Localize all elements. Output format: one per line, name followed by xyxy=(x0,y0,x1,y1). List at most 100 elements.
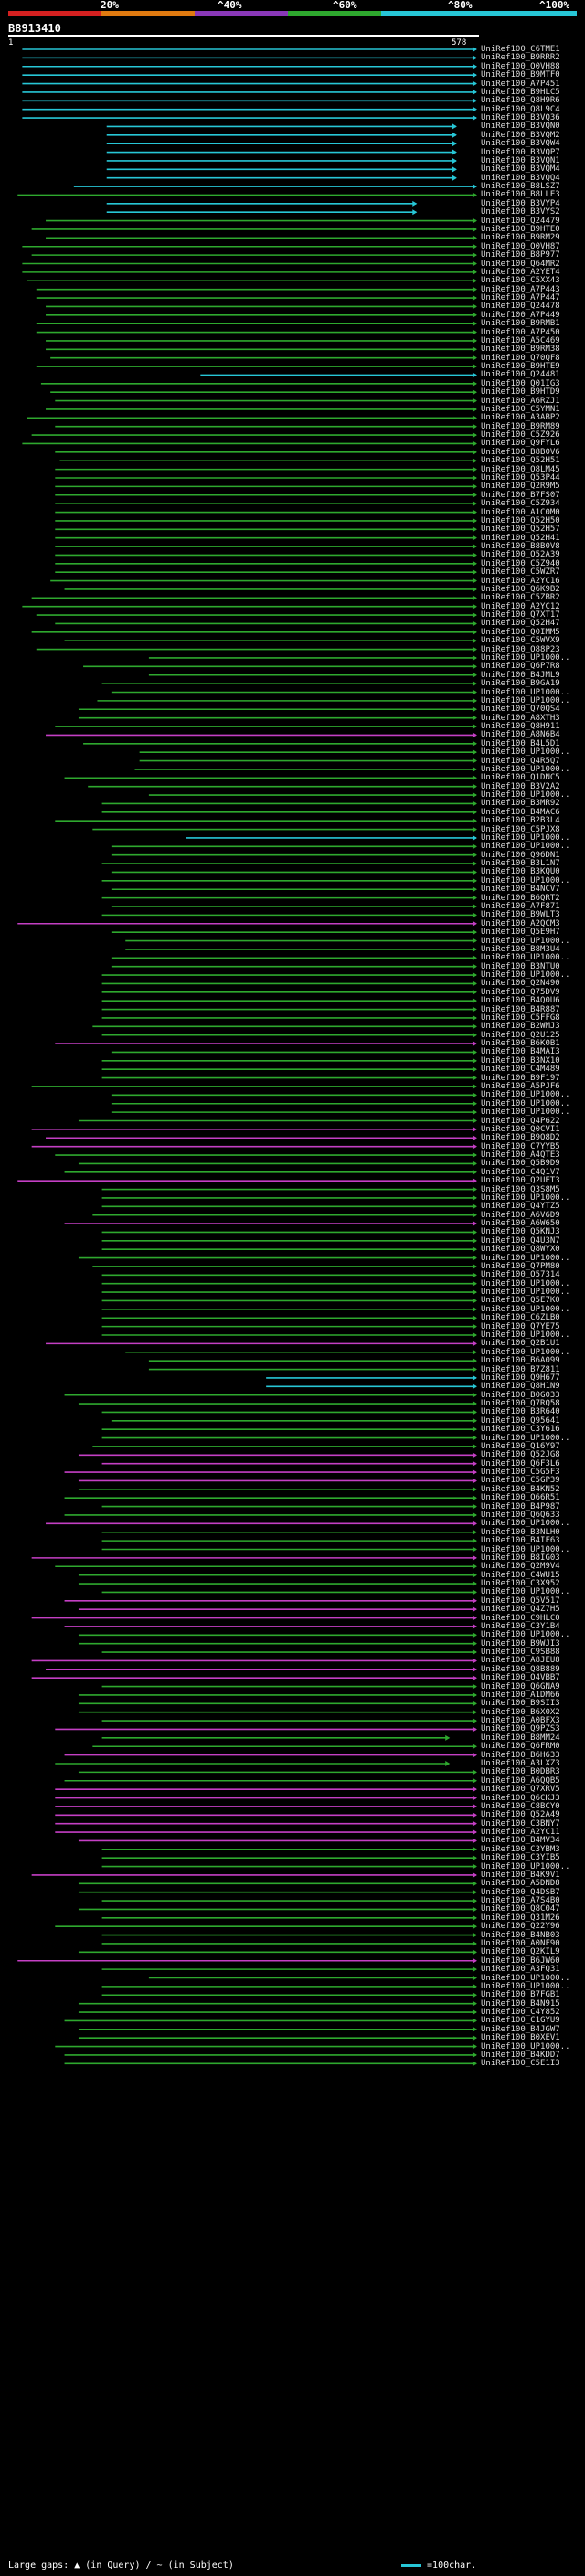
hit-id-link[interactable]: UniRef100_UP1000.. xyxy=(481,875,570,885)
hit-id-link[interactable]: UniRef100_Q9H677 xyxy=(481,1373,560,1383)
hit-id-link[interactable]: UniRef100_B3VYS2 xyxy=(481,207,560,217)
hit-id-link[interactable]: UniRef100_Q2M9V4 xyxy=(481,1562,560,1572)
hit-id-link[interactable]: UniRef100_B9HTE9 xyxy=(481,362,560,372)
hit-id-link[interactable]: UniRef100_UP1000.. xyxy=(481,652,570,663)
hit-id-link[interactable]: UniRef100_C5GP39 xyxy=(481,1476,560,1486)
hit-id-link[interactable]: UniRef100_C1GYU9 xyxy=(481,2016,560,2026)
hit-id-link[interactable]: UniRef100_UP1000.. xyxy=(481,687,570,697)
hit-id-link[interactable]: UniRef100_A1C0M0 xyxy=(481,507,560,517)
hit-id-link[interactable]: UniRef100_Q70QF8 xyxy=(481,353,560,363)
hit-id-link[interactable]: UniRef100_B8B0V8 xyxy=(481,542,560,552)
hit-id-link[interactable]: UniRef100_Q7XRV5 xyxy=(481,1785,560,1795)
hit-id-link[interactable]: UniRef100_UP1000.. xyxy=(481,695,570,705)
hit-id-link[interactable]: UniRef100_Q52H51 xyxy=(481,456,560,466)
hit-id-link[interactable]: UniRef100_Q52H41 xyxy=(481,533,560,543)
hit-id-link[interactable]: UniRef100_A1DM66 xyxy=(481,1690,560,1700)
hit-id-link[interactable]: UniRef100_C5Z940 xyxy=(481,558,560,568)
hit-id-link[interactable]: UniRef100_B3VQ36 xyxy=(481,113,560,123)
hit-id-link[interactable]: UniRef100_A0BFX3 xyxy=(481,1716,560,1726)
hit-id-link[interactable]: UniRef100_Q6Q633 xyxy=(481,1510,560,1520)
hit-id-link[interactable]: UniRef100_UP1000.. xyxy=(481,1253,570,1263)
hit-id-link[interactable]: UniRef100_B7FS07 xyxy=(481,490,560,500)
hit-id-link[interactable]: UniRef100_B9MTF0 xyxy=(481,70,560,80)
hit-id-link[interactable]: UniRef100_B8P977 xyxy=(481,250,560,260)
hit-id-link[interactable]: UniRef100_B9RM29 xyxy=(481,233,560,243)
hit-id-link[interactable]: UniRef100_C5Z934 xyxy=(481,499,560,509)
hit-id-link[interactable]: UniRef100_B9WJI3 xyxy=(481,1638,560,1648)
hit-id-link[interactable]: UniRef100_B9Q8D2 xyxy=(481,1133,560,1143)
hit-id-link[interactable]: UniRef100_B7Z811 xyxy=(481,1364,560,1374)
hit-id-link[interactable]: UniRef100_B3VQN0 xyxy=(481,122,560,132)
hit-id-link[interactable]: UniRef100_A3LXZ3 xyxy=(481,1759,560,1768)
hit-id-link[interactable]: UniRef100_B9GA19 xyxy=(481,679,560,689)
hit-id-link[interactable]: UniRef100_B9F197 xyxy=(481,1073,560,1083)
hit-id-link[interactable]: UniRef100_UP1000.. xyxy=(481,1981,570,1991)
hit-id-link[interactable]: UniRef100_Q0IMM5 xyxy=(481,627,560,637)
hit-id-link[interactable]: UniRef100_B7FGB1 xyxy=(481,1990,560,2000)
hit-id-link[interactable]: UniRef100_B3L1N7 xyxy=(481,859,560,869)
hit-id-link[interactable]: UniRef100_B0DBR3 xyxy=(481,1767,560,1777)
hit-id-link[interactable]: UniRef100_C4WU15 xyxy=(481,1570,560,1580)
hit-id-link[interactable]: UniRef100_B3R640 xyxy=(481,1407,560,1417)
hit-id-link[interactable]: UniRef100_Q5E7K0 xyxy=(481,1296,560,1306)
hit-id-link[interactable]: UniRef100_B4JML9 xyxy=(481,670,560,680)
hit-id-link[interactable]: UniRef100_UP1000.. xyxy=(481,790,570,800)
hit-id-link[interactable]: UniRef100_A2YET4 xyxy=(481,267,560,277)
hit-id-link[interactable]: UniRef100_B9RMB1 xyxy=(481,319,560,329)
hit-id-link[interactable]: UniRef100_A2YC16 xyxy=(481,576,560,586)
hit-id-link[interactable]: UniRef100_B4IF63 xyxy=(481,1536,560,1546)
hit-id-link[interactable]: UniRef100_C3BNY7 xyxy=(481,1818,560,1829)
hit-id-link[interactable]: UniRef100_Q6K9B2 xyxy=(481,584,560,594)
hit-id-link[interactable]: UniRef100_A5PJF6 xyxy=(481,1081,560,1091)
hit-id-link[interactable]: UniRef100_Q2KIL9 xyxy=(481,1947,560,1957)
hit-id-link[interactable]: UniRef100_B8MM24 xyxy=(481,1733,560,1743)
hit-id-link[interactable]: UniRef100_Q8LM45 xyxy=(481,464,560,474)
hit-id-link[interactable]: UniRef100_A6V6D9 xyxy=(481,1210,560,1220)
hit-id-link[interactable]: UniRef100_UP1000.. xyxy=(481,1973,570,1983)
hit-id-link[interactable]: UniRef100_A2YC11 xyxy=(481,1828,560,1838)
hit-id-link[interactable]: UniRef100_Q9PZS3 xyxy=(481,1724,560,1734)
hit-id-link[interactable]: UniRef100_B9RM38 xyxy=(481,345,560,355)
hit-id-link[interactable]: UniRef100_A6QQB5 xyxy=(481,1776,560,1786)
hit-id-link[interactable]: UniRef100_Q6GNA9 xyxy=(481,1681,560,1691)
hit-id-link[interactable]: UniRef100_UP1000.. xyxy=(481,1630,570,1640)
hit-id-link[interactable]: UniRef100_Q4DSB7 xyxy=(481,1887,560,1897)
hit-id-link[interactable]: UniRef100_Q5KNJ3 xyxy=(481,1227,560,1237)
hit-id-link[interactable]: UniRef100_Q4U3N7 xyxy=(481,1235,560,1246)
hit-id-link[interactable]: UniRef100_C5FFG8 xyxy=(481,1012,560,1023)
hit-id-link[interactable]: UniRef100_B6JW60 xyxy=(481,1956,560,1966)
hit-id-link[interactable]: UniRef100_UP1000.. xyxy=(481,970,570,981)
hit-id-link[interactable]: UniRef100_Q4P622 xyxy=(481,1116,560,1126)
hit-id-link[interactable]: UniRef100_B3VQW4 xyxy=(481,139,560,149)
hit-id-link[interactable]: UniRef100_UP1000.. xyxy=(481,1433,570,1443)
hit-id-link[interactable]: UniRef100_Q16Y97 xyxy=(481,1441,560,1451)
hit-id-link[interactable]: UniRef100_UP1000.. xyxy=(481,1108,570,1118)
hit-id-link[interactable]: UniRef100_B6X0X2 xyxy=(481,1707,560,1717)
hit-id-link[interactable]: UniRef100_Q70QS4 xyxy=(481,705,560,715)
hit-id-link[interactable]: UniRef100_UP1000.. xyxy=(481,1347,570,1357)
hit-id-link[interactable]: UniRef100_A3ABP2 xyxy=(481,413,560,423)
hit-id-link[interactable]: UniRef100_B8IG03 xyxy=(481,1553,560,1563)
hit-id-link[interactable]: UniRef100_C9HLC0 xyxy=(481,1613,560,1623)
hit-id-link[interactable]: UniRef100_C3X952 xyxy=(481,1579,560,1589)
hit-id-link[interactable]: UniRef100_Q8H911 xyxy=(481,722,560,732)
hit-id-link[interactable]: UniRef100_B6H633 xyxy=(481,1750,560,1760)
hit-id-link[interactable]: UniRef100_B3V2A2 xyxy=(481,781,560,791)
hit-id-link[interactable]: UniRef100_C6TME1 xyxy=(481,45,560,54)
hit-id-link[interactable]: UniRef100_UP1000.. xyxy=(481,832,570,843)
hit-id-link[interactable]: UniRef100_Q2R9M5 xyxy=(481,482,560,492)
hit-id-link[interactable]: UniRef100_B8LSZ7 xyxy=(481,182,560,192)
hit-id-link[interactable]: UniRef100_B3NTU0 xyxy=(481,961,560,971)
hit-id-link[interactable]: UniRef100_B9RRR2 xyxy=(481,53,560,63)
hit-id-link[interactable]: UniRef100_UP1000.. xyxy=(481,2041,570,2051)
hit-id-link[interactable]: UniRef100_B4NB03 xyxy=(481,1930,560,1940)
hit-id-link[interactable]: UniRef100_Q66R51 xyxy=(481,1493,560,1503)
hit-id-link[interactable]: UniRef100_Q1DNC5 xyxy=(481,773,560,783)
hit-id-link[interactable]: UniRef100_B9WLT3 xyxy=(481,910,560,920)
hit-id-link[interactable]: UniRef100_C7YYB5 xyxy=(481,1141,560,1151)
hit-id-link[interactable]: UniRef100_B4KDD7 xyxy=(481,2050,560,2060)
hit-id-link[interactable]: UniRef100_B3VYP4 xyxy=(481,198,560,208)
hit-id-link[interactable]: UniRef100_A8JEU8 xyxy=(481,1656,560,1666)
hit-id-link[interactable]: UniRef100_C5Z926 xyxy=(481,430,560,440)
hit-id-link[interactable]: UniRef100_UP1000.. xyxy=(481,1193,570,1203)
